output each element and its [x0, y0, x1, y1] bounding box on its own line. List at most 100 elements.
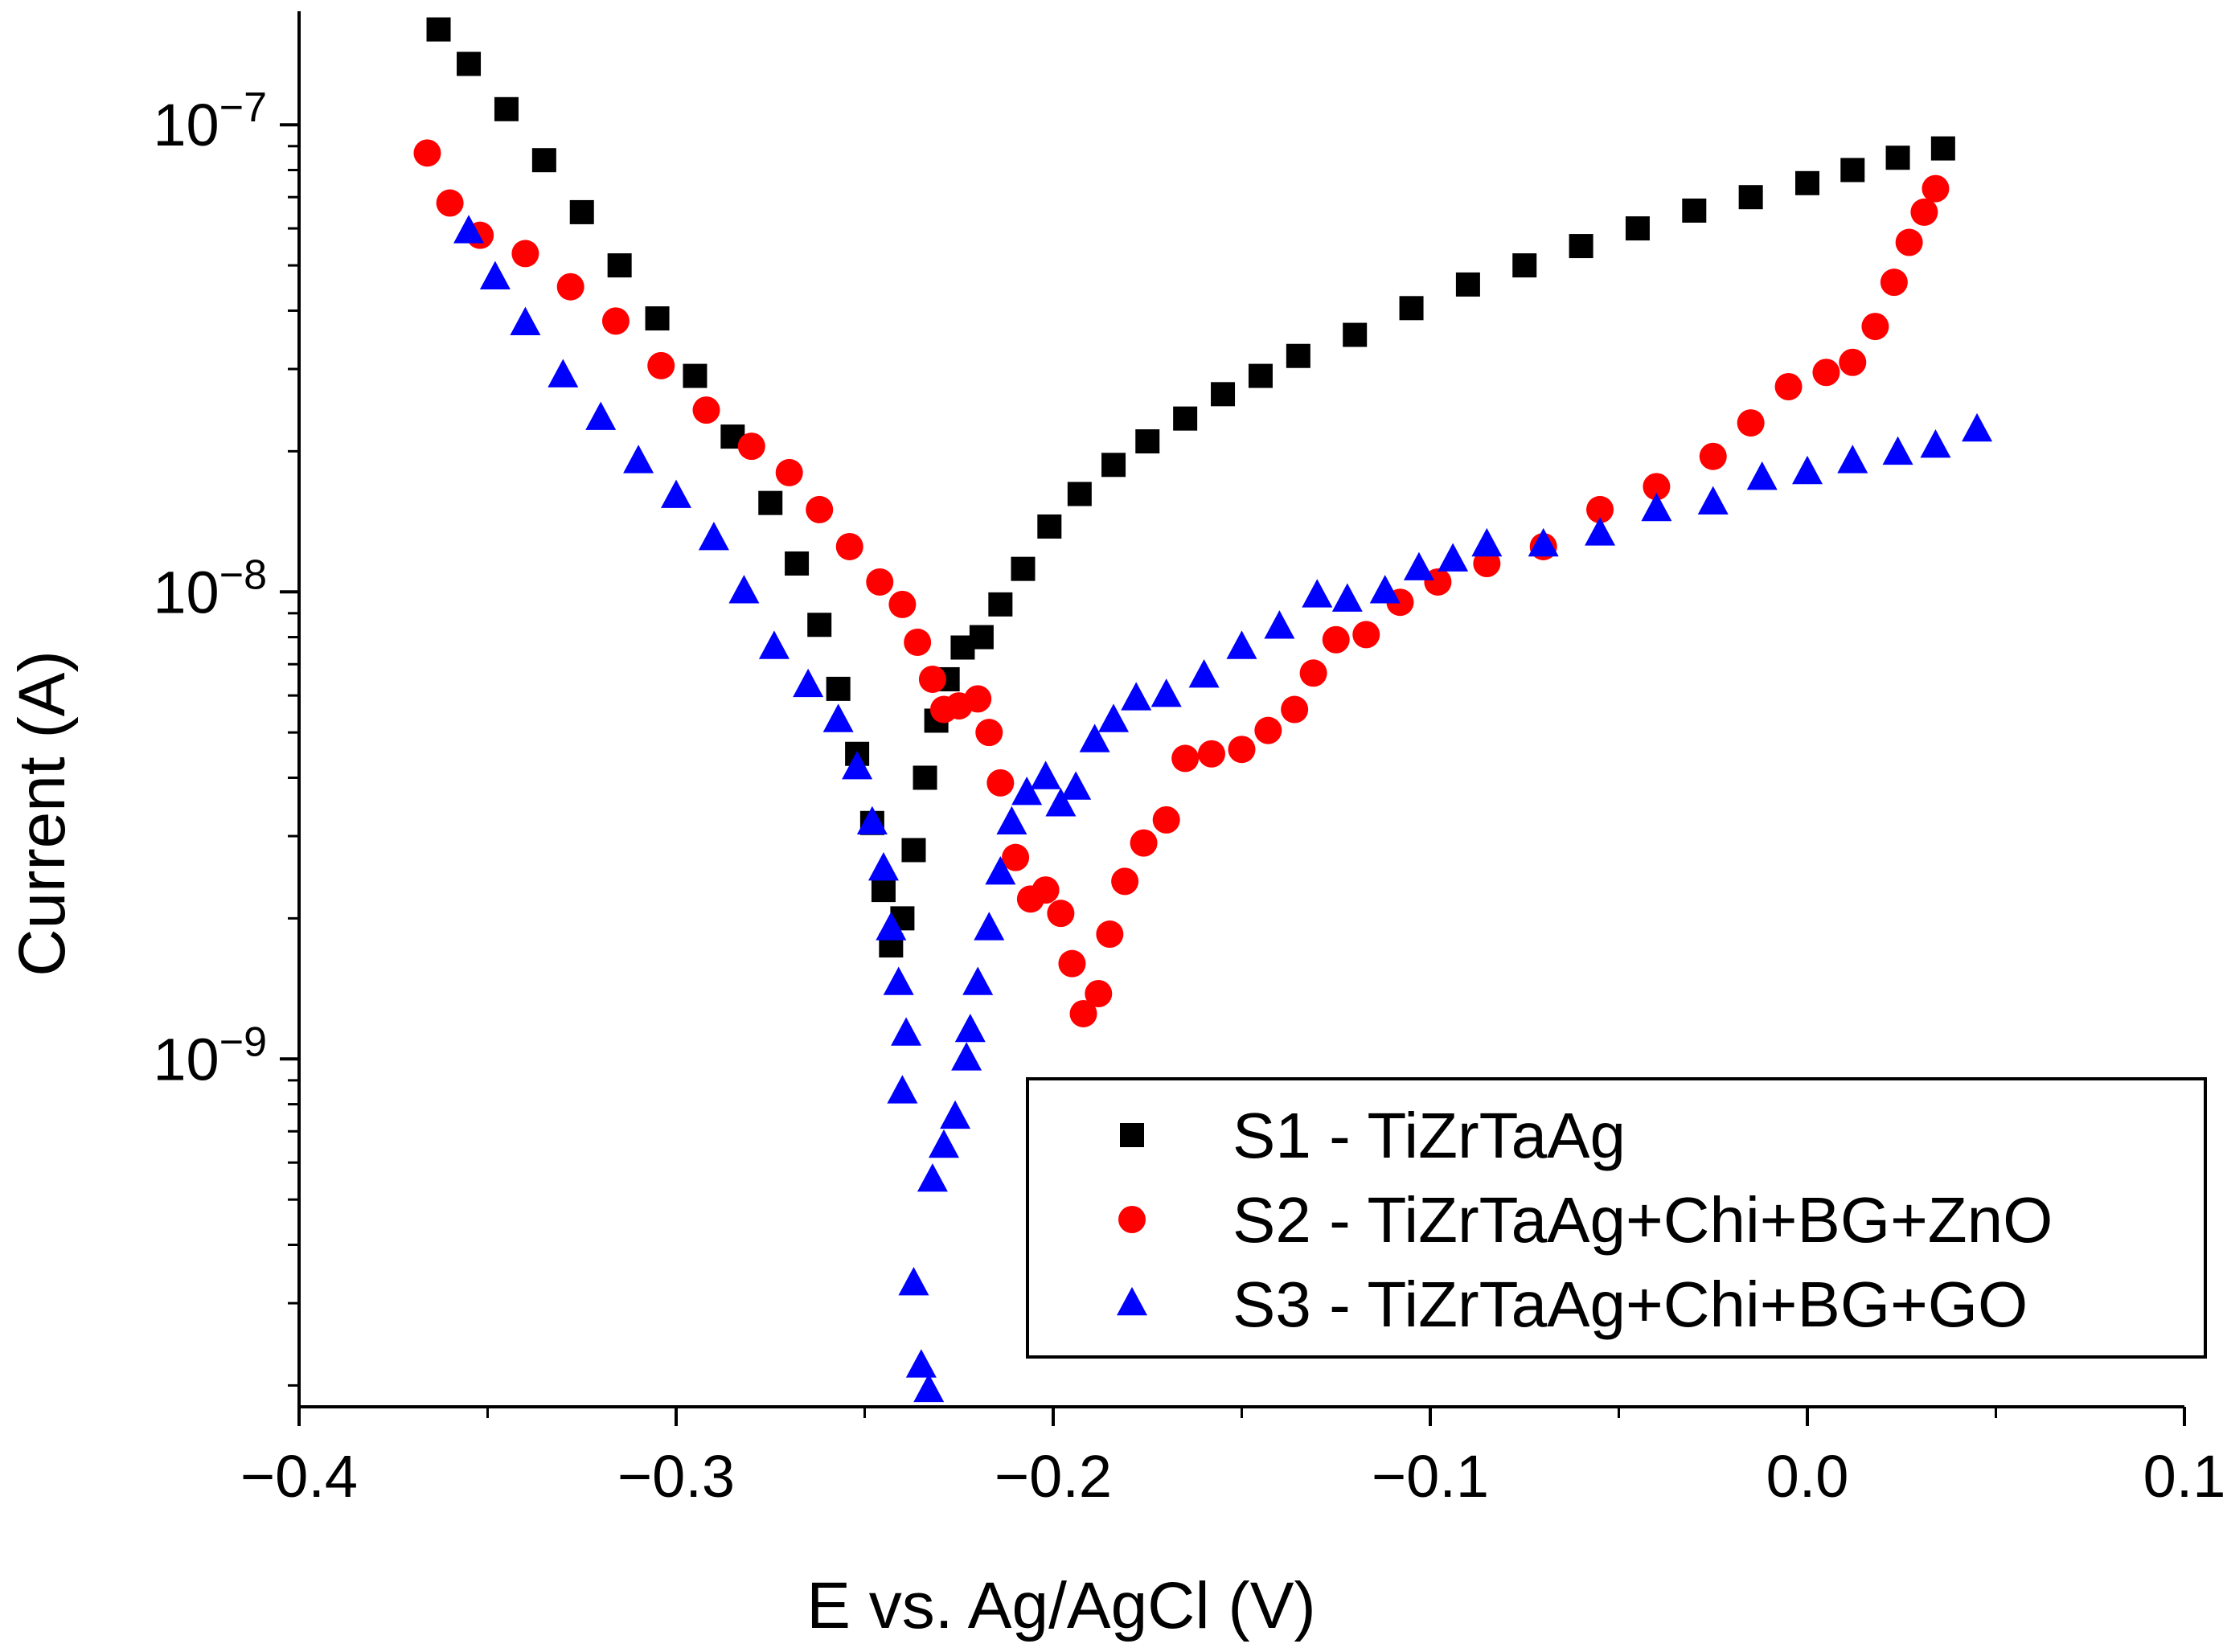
series-2-point-53	[1880, 269, 1908, 297]
series-3-point-57	[1920, 429, 1951, 458]
series-3-point-50	[1585, 517, 1616, 546]
legend-label-3: S3 - TiZrTaAg+Chi+BG+GO	[1232, 1269, 2028, 1340]
series-1-point-5	[569, 199, 594, 224]
series-1	[426, 17, 1955, 958]
series-2-point-52	[1861, 313, 1889, 341]
series-2-point-20	[975, 719, 1003, 747]
series-3-point-27	[954, 1013, 986, 1043]
series-3-point-6	[623, 445, 654, 473]
legend-box	[1026, 1077, 2207, 1359]
series-2-point-2	[436, 189, 464, 217]
series-3-point-43	[1302, 579, 1333, 608]
series-1-point-34	[1286, 343, 1310, 368]
series-1-point-6	[607, 253, 632, 278]
series-1-point-16	[871, 878, 896, 903]
series-2-point-30	[1111, 867, 1139, 896]
series-2-point-26	[1058, 949, 1086, 978]
series-1-point-33	[1248, 363, 1273, 388]
series-3-point-45	[1369, 575, 1401, 604]
series-2-point-7	[647, 351, 675, 379]
series-1-point-43	[1795, 170, 1819, 195]
series-3-point-31	[996, 806, 1027, 835]
series-2-point-12	[835, 532, 863, 560]
series-3-point-44	[1331, 583, 1363, 612]
series-1-point-45	[1885, 146, 1910, 170]
series-1-point-39	[1569, 234, 1593, 259]
series-2-point-24	[1032, 876, 1060, 904]
series-1-point-4	[531, 148, 556, 173]
series-2-point-45	[1586, 495, 1614, 523]
series-3-point-26	[951, 1042, 982, 1071]
series-2-point-19	[964, 685, 992, 713]
series-3-point-28	[962, 966, 994, 995]
series-3-point-17	[883, 966, 914, 995]
series-2-point-51	[1839, 348, 1867, 376]
series-3-point-55	[1837, 445, 1868, 473]
series-2-point-55	[1910, 198, 1938, 226]
y-tick-label: 10−7	[153, 84, 267, 158]
series-3-point-12	[822, 703, 854, 732]
series-2-point-48	[1737, 409, 1765, 437]
series-3-point-22	[913, 1373, 945, 1403]
series-3-point-29	[974, 912, 1005, 941]
series-2-point-40	[1352, 621, 1380, 649]
series-3-point-46	[1403, 551, 1434, 580]
series-2-point-31	[1130, 829, 1158, 857]
series-3-point-15	[867, 851, 899, 881]
series-2-point-33	[1171, 744, 1200, 773]
series-1-point-13	[826, 676, 851, 701]
series-1-point-31	[1173, 406, 1198, 431]
series-1-point-7	[645, 306, 670, 331]
series-1-point-19	[901, 838, 926, 863]
series-1-point-2	[457, 51, 482, 76]
series-1-point-40	[1625, 216, 1650, 241]
series-1-point-35	[1343, 322, 1368, 347]
series-1-point-1	[426, 17, 451, 42]
series-2-point-22	[1002, 843, 1030, 871]
series-2-point-47	[1699, 442, 1727, 470]
series-1-point-27	[1037, 514, 1062, 539]
data-markers	[413, 17, 1993, 1403]
series-1-point-37	[1455, 272, 1480, 297]
y-tick-label: 10−9	[153, 1019, 267, 1092]
legend-marker-3	[1117, 1286, 1147, 1316]
series-3-point-35	[1060, 771, 1092, 800]
series-2-point-37	[1281, 695, 1309, 724]
x-tick-label: 0.1	[2143, 1443, 2223, 1510]
legend-marker-1	[1120, 1123, 1144, 1147]
series-2-point-15	[904, 628, 932, 656]
series-3-point-3	[510, 306, 541, 335]
series-1-point-36	[1399, 296, 1424, 321]
series-2-point-25	[1047, 900, 1075, 928]
series-2-point-4	[511, 240, 539, 268]
series-2-point-11	[806, 495, 834, 523]
series-2-point-46	[1643, 473, 1671, 501]
series-3-point-54	[1792, 455, 1823, 485]
series-2-point-6	[601, 307, 630, 335]
series-3-point-4	[548, 359, 579, 387]
series-1-point-28	[1067, 482, 1092, 506]
series-2-point-29	[1096, 920, 1124, 949]
x-axis-title: E vs. Ag/AgCl (V)	[806, 1569, 1315, 1642]
series-3-point-39	[1150, 678, 1182, 707]
series-3-point-36	[1079, 724, 1110, 752]
series-1-point-29	[1101, 453, 1126, 478]
x-tick-label: −0.2	[995, 1443, 1112, 1510]
series-2-point-50	[1812, 359, 1840, 387]
series-3-point-41	[1226, 630, 1257, 659]
series-1-point-42	[1738, 185, 1763, 210]
series-1-point-41	[1682, 198, 1707, 223]
series-2-point-13	[866, 568, 894, 596]
series-3-point-1	[453, 215, 485, 244]
series-3-point-24	[928, 1129, 959, 1158]
series-2-point-21	[986, 769, 1015, 797]
series-3-point-19	[887, 1075, 918, 1104]
series-2	[413, 139, 1950, 1027]
series-1-point-44	[1840, 158, 1865, 182]
series-3-point-33	[1030, 760, 1061, 789]
series-2-point-38	[1299, 659, 1327, 687]
series-3-point-52	[1697, 486, 1729, 514]
series-3-point-40	[1188, 659, 1220, 688]
series-1-point-11	[785, 551, 810, 576]
